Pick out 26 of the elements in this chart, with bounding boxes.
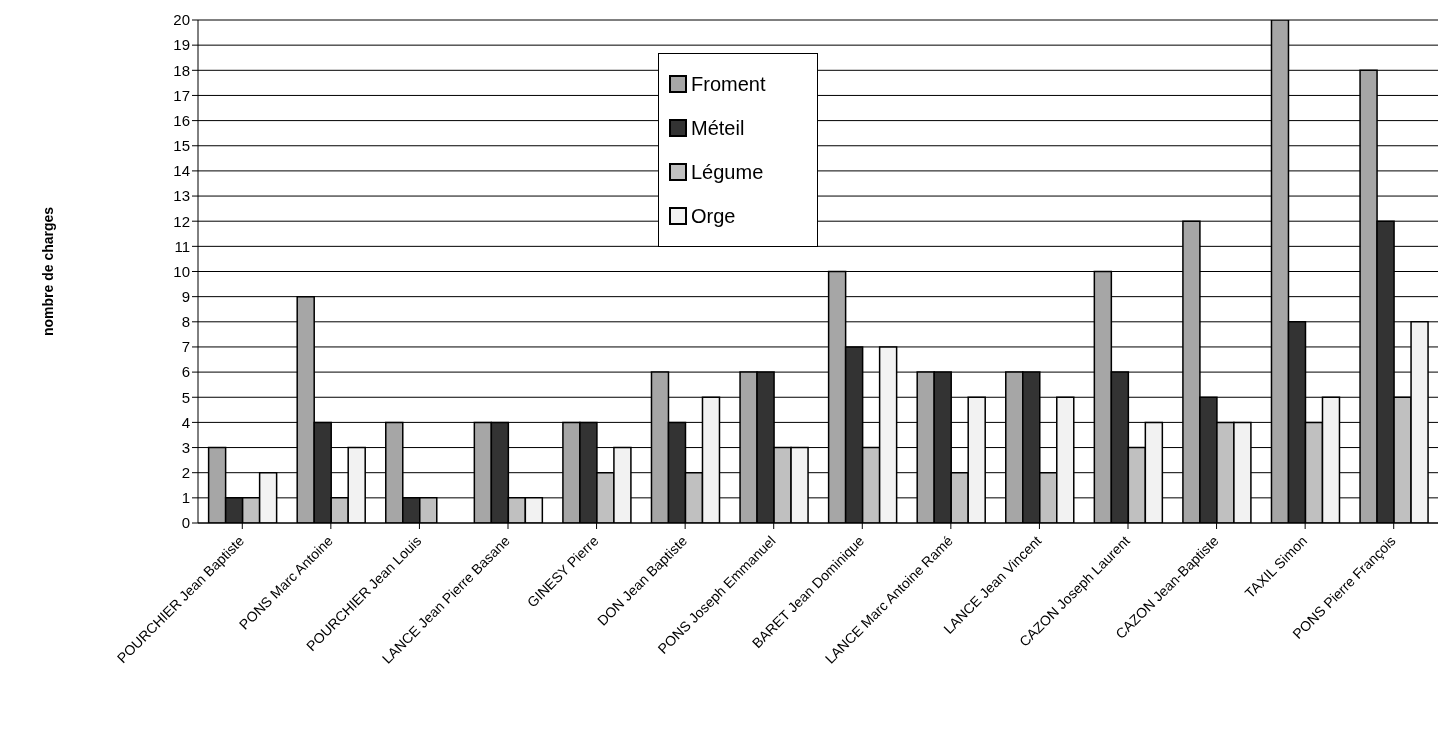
y-tick-label: 11 bbox=[174, 237, 190, 255]
legend-label: Légume bbox=[691, 160, 764, 184]
y-tick-label: 3 bbox=[181, 438, 190, 456]
y-tick-label: 17 bbox=[173, 86, 190, 104]
y-tick-label: 6 bbox=[181, 363, 190, 381]
y-tick-label: 0 bbox=[181, 514, 190, 532]
y-tick-label: 5 bbox=[181, 388, 190, 406]
y-tick-label: 20 bbox=[173, 11, 190, 29]
y-tick-label: 8 bbox=[181, 313, 190, 331]
legend-label: Orge bbox=[691, 204, 736, 228]
y-tick-label: 1 bbox=[181, 489, 190, 507]
y-tick-label: 15 bbox=[173, 137, 190, 155]
y-tick-label: 18 bbox=[173, 61, 190, 79]
y-tick-label: 13 bbox=[173, 187, 190, 205]
y-tick-label: 12 bbox=[173, 212, 190, 230]
y-tick-label: 10 bbox=[173, 262, 190, 280]
y-tick-label: 2 bbox=[181, 464, 190, 482]
y-tick-label: 14 bbox=[173, 162, 190, 180]
y-tick-label: 7 bbox=[181, 338, 190, 356]
legend-label: Froment bbox=[691, 72, 766, 96]
y-tick-label: 16 bbox=[173, 111, 190, 129]
y-tick-label: 19 bbox=[173, 36, 190, 54]
y-tick-label: 4 bbox=[181, 413, 190, 431]
y-axis-title: nombre de charges bbox=[39, 206, 56, 337]
y-tick-label: 9 bbox=[181, 287, 190, 305]
legend-label: Méteil bbox=[691, 116, 745, 140]
